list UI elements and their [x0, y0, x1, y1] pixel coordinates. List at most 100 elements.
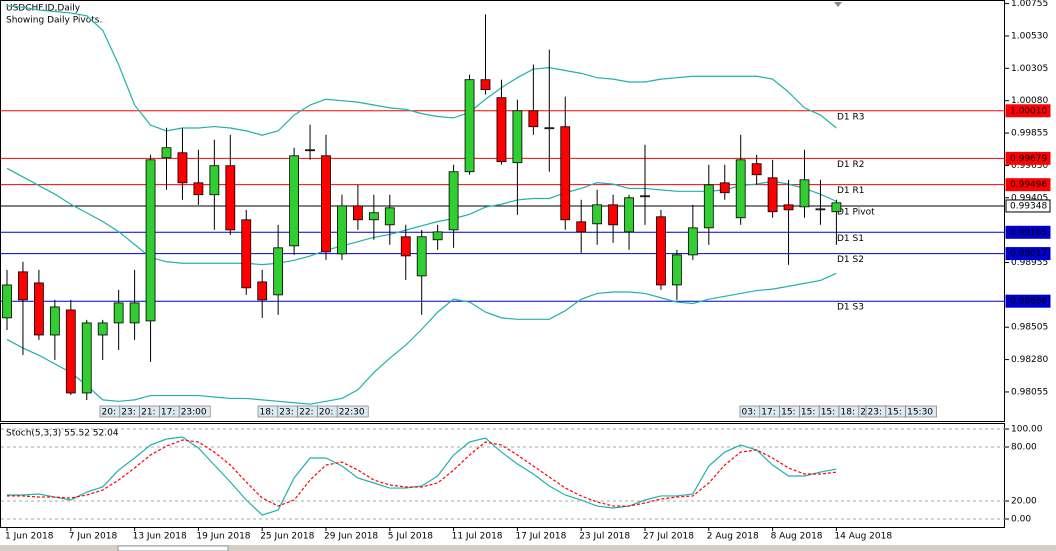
stoch-line — [7, 436, 837, 516]
x-tick-label: 17 Jul 2018 — [515, 532, 566, 542]
candle-body — [384, 207, 395, 226]
y-tick-label: 1.00530 — [1011, 31, 1048, 41]
candle-body — [719, 182, 730, 194]
candle-body — [464, 79, 475, 173]
price-box-label: 0.99496 — [1010, 180, 1047, 190]
y-tick-label: 0.98505 — [1011, 323, 1048, 333]
candle-body — [608, 204, 618, 226]
period-label: 23:00 — [181, 408, 207, 418]
candle-body — [145, 159, 156, 322]
pivot-label: D1 S3 — [837, 303, 864, 313]
candle-body — [49, 306, 60, 336]
x-tick-label: 2 Aug 2018 — [707, 532, 759, 542]
y-tick-label: 0.99405 — [1011, 193, 1048, 203]
y-tick-label: 1.00755 — [1011, 0, 1048, 9]
band-lower — [6, 272, 837, 405]
active-tab[interactable] — [117, 545, 229, 551]
y-tick-label: 0.98280 — [1011, 355, 1048, 365]
candle-body — [113, 302, 124, 324]
main-frame — [0, 0, 1005, 422]
candle-body — [592, 204, 603, 225]
price-box — [1005, 178, 1051, 192]
period-label: 03: — [742, 408, 756, 418]
y-tick-label: 80.00 — [1011, 443, 1037, 453]
candle-body — [97, 322, 108, 336]
x-tick-label: 27 Jul 2018 — [643, 532, 694, 542]
candle-body — [161, 147, 172, 159]
candle-body — [400, 236, 411, 257]
candle-body — [703, 184, 714, 229]
period-label: 23: — [279, 408, 293, 418]
candle-body — [815, 208, 826, 211]
y-tick-label: 1.00305 — [1011, 64, 1048, 74]
band-middle — [6, 167, 837, 266]
stoch-title: Stoch(5,3,3) 55.52 52.04 — [6, 429, 119, 439]
x-tick-label: 14 Aug 2018 — [834, 532, 892, 542]
period-label: 21: — [141, 408, 155, 418]
candle-body — [480, 79, 491, 91]
candle-body — [193, 182, 204, 196]
band-upper — [6, 5, 837, 136]
candle-body — [496, 97, 507, 163]
pivot-label: D1 R2 — [837, 160, 865, 170]
candle-body — [751, 163, 762, 176]
y-tick-label: 0.99630 — [1011, 161, 1048, 171]
period-label: 20: — [102, 408, 116, 418]
price-box-label: 0.99165 — [1010, 228, 1047, 238]
pivot-label: D1 S1 — [837, 234, 864, 244]
candle-body — [799, 179, 810, 208]
price-box-label: 0.99679 — [1010, 154, 1047, 164]
y-tick-label: 0.00 — [1011, 514, 1031, 524]
chart-subtitle: Showing Daily Pivots. — [6, 16, 102, 26]
chart-title: USDCHF.ID,Daily — [6, 4, 81, 14]
candle-body — [528, 110, 539, 128]
price-box — [1005, 151, 1051, 165]
period-label: 15: — [781, 408, 795, 418]
candle-body — [687, 227, 698, 256]
period-label: 17: — [761, 408, 775, 418]
x-tick-label: 11 Jul 2018 — [452, 532, 503, 542]
candle-body — [448, 171, 459, 231]
price-box — [1005, 294, 1051, 308]
price-box — [1005, 247, 1051, 261]
candle-body — [129, 302, 140, 324]
candle-body — [576, 221, 587, 233]
candle-body — [783, 204, 794, 211]
candle-body — [81, 322, 92, 394]
period-label: 20: — [319, 408, 333, 418]
candle-body — [337, 205, 347, 255]
y-tick-label: 20.00 — [1011, 497, 1037, 507]
candle-body — [432, 231, 443, 241]
x-tick-label: 13 Jun 2018 — [133, 532, 187, 542]
candle-body — [209, 165, 220, 196]
candle-body — [560, 126, 571, 221]
tab-strip[interactable] — [0, 545, 1056, 551]
candle-body — [273, 247, 284, 296]
price-box-label: 0.98686 — [1010, 297, 1047, 307]
candle-body — [257, 281, 268, 301]
candle-body — [544, 127, 555, 130]
candle-body — [656, 216, 666, 286]
x-tick-label: 25 Jun 2018 — [260, 532, 314, 542]
shift-marker[interactable] — [834, 2, 842, 7]
candle-body — [289, 155, 300, 247]
pivot-label: D1 R3 — [837, 112, 865, 122]
period-label: 22: — [299, 408, 313, 418]
period-label: 15: — [801, 408, 815, 418]
y-tick-label: 0.98055 — [1011, 387, 1048, 397]
candle-body — [241, 219, 252, 289]
price-box-label: 0.99017 — [1010, 249, 1047, 259]
period-label: 15: — [887, 408, 901, 418]
period-label: 15:30 — [907, 408, 933, 418]
price-box-label: 1.00010 — [1010, 106, 1047, 116]
candle-body — [225, 165, 236, 231]
x-tick-label: 5 Jul 2018 — [388, 532, 433, 542]
period-label: 17: — [161, 408, 175, 418]
pivot-label: D1 R1 — [837, 186, 865, 196]
x-tick-label: 7 Jun 2018 — [69, 532, 118, 542]
candle-body — [352, 205, 363, 221]
period-label: 22:30 — [339, 408, 365, 418]
candle-body — [34, 282, 44, 336]
y-tick-label: 0.98955 — [1011, 258, 1048, 268]
